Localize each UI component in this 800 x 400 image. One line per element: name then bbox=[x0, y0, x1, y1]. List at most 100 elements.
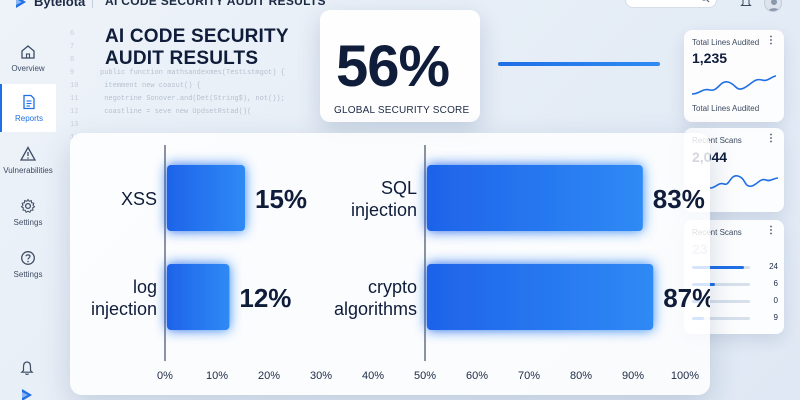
bar-sql-injection bbox=[427, 165, 643, 231]
avatar[interactable] bbox=[764, 0, 782, 12]
help-icon bbox=[21, 250, 35, 265]
vulnerability-bar-chart: 0% 10% 20% 30% 40% 50% 60% 70% 80% 90% 100% 15% XSS 1… bbox=[91, 145, 710, 382]
page-title-line-2: AUDIT RESULTS bbox=[105, 48, 259, 69]
warning-icon bbox=[20, 145, 36, 161]
card-title: Recent Scans bbox=[692, 136, 742, 145]
score-trend-line bbox=[498, 62, 660, 66]
bar-category-label: log bbox=[133, 277, 157, 297]
bar-log-injection bbox=[167, 264, 230, 330]
code-line: 7 bbox=[70, 41, 370, 54]
more-menu-icon[interactable]: ⋮ bbox=[766, 225, 776, 236]
x-tick-label: 100% bbox=[671, 370, 699, 382]
scan-count: 6 bbox=[773, 279, 778, 288]
bar-value-label: 87% bbox=[663, 283, 710, 313]
more-menu-icon[interactable]: ⋮ bbox=[766, 133, 776, 144]
x-tick-label: 90% bbox=[622, 370, 644, 382]
scan-count: 9 bbox=[773, 313, 778, 322]
brand-logo-icon bbox=[16, 0, 26, 8]
bell-icon[interactable] bbox=[740, 0, 752, 8]
x-tick-label: 50% bbox=[414, 370, 436, 382]
code-line: 13 bbox=[70, 119, 370, 132]
code-line: 11 negotrine Sonover.and(Det(String$), n… bbox=[70, 93, 370, 106]
code-line-text: itemment new coasut() { bbox=[100, 82, 201, 90]
code-line-number: 11 bbox=[70, 95, 79, 103]
search-icon bbox=[702, 0, 710, 3]
scan-progress-track bbox=[692, 300, 750, 303]
card-title: Total Lines Audited bbox=[692, 38, 760, 47]
scan-progress-track bbox=[692, 317, 750, 320]
sidebar-item-settings[interactable]: Settings bbox=[0, 188, 56, 236]
user-icon bbox=[768, 0, 780, 11]
bar-value-label: 15% bbox=[255, 184, 307, 214]
bar-crypto-algorithms bbox=[427, 264, 654, 330]
scan-row[interactable]: 24 bbox=[692, 262, 778, 272]
code-line: 9 public function mathsandexmes(TestLstmg… bbox=[70, 67, 370, 80]
sidebar-item-reports[interactable]: Reports bbox=[0, 84, 56, 132]
x-tick-label: 40% bbox=[362, 370, 384, 382]
scan-progress-fill bbox=[692, 266, 745, 269]
code-line-number: 6 bbox=[70, 30, 75, 38]
page-title-line-1: AI CODE SECURITY bbox=[105, 26, 289, 47]
code-line: 10 itemment new coasut() { bbox=[70, 80, 370, 93]
bar-xss bbox=[167, 165, 245, 231]
bar-category-label: injection bbox=[91, 299, 157, 319]
bar-category-label: crypto bbox=[368, 277, 417, 297]
code-line: 12 coastline = seve new UpdsetRstad()( bbox=[70, 106, 370, 119]
code-line: 8 bbox=[70, 54, 370, 67]
sidebar-item-label: Reports bbox=[14, 113, 43, 123]
topbar-divider bbox=[92, 0, 93, 8]
page-title: AI CODE SECURITY AUDIT RESULTS bbox=[105, 26, 315, 70]
search-input[interactable] bbox=[625, 0, 717, 8]
document-icon bbox=[23, 94, 35, 109]
bar-category-label: XSS bbox=[121, 189, 157, 209]
sidebar-item-label: Vulnerabilities bbox=[3, 165, 53, 175]
global-score-label: GLOBAL SECURITY SCORE bbox=[334, 105, 470, 116]
bar-value-label: 83% bbox=[653, 184, 705, 214]
code-line-number: 12 bbox=[70, 108, 79, 116]
vulnerability-chart-panel: 0% 10% 20% 30% 40% 50% 60% 70% 80% 90% 100% 15% XSS 1… bbox=[70, 133, 710, 395]
brand-logo-icon bbox=[22, 389, 32, 400]
code-line-number: 7 bbox=[70, 43, 75, 51]
card-title: Recent Scans bbox=[692, 228, 742, 237]
sidebar-item-label: Settings bbox=[13, 217, 43, 227]
total-lines-card[interactable]: Total Lines Audited ⋮ 1,235 Total Lines … bbox=[684, 30, 784, 122]
global-score-value: 56% bbox=[336, 34, 450, 99]
bar-category-label: SQL bbox=[381, 178, 417, 198]
code-line-text: public function mathsandexmes(TestLstmgo… bbox=[100, 69, 285, 77]
sidebar-item-label: Settings bbox=[13, 269, 43, 279]
sidebar-item-label: Overview bbox=[11, 63, 45, 73]
home-icon bbox=[21, 44, 35, 59]
card-value: 1,235 bbox=[692, 50, 728, 66]
global-score-card: 56% GLOBAL SECURITY SCORE bbox=[320, 10, 480, 122]
gear-icon bbox=[20, 198, 36, 213]
sparkline bbox=[692, 75, 776, 95]
x-tick-label: 70% bbox=[518, 370, 540, 382]
brand[interactable]: Bytelota bbox=[14, 0, 85, 9]
x-tick-label: 80% bbox=[570, 370, 592, 382]
x-tick-label: 10% bbox=[206, 370, 228, 382]
scan-progress-track bbox=[692, 283, 750, 286]
scan-count: 24 bbox=[769, 262, 778, 271]
sidebar-item-settings-help[interactable]: Settings bbox=[0, 240, 56, 288]
code-line-number: 8 bbox=[70, 56, 75, 64]
top-bar: Bytelota AI CODE SECURITY AUDIT RESULTS bbox=[0, 0, 800, 12]
sparkline bbox=[710, 175, 778, 189]
code-line: 6 bbox=[70, 28, 370, 41]
scan-count: 0 bbox=[773, 296, 778, 305]
more-menu-icon[interactable]: ⋮ bbox=[766, 35, 776, 46]
x-tick-label: 30% bbox=[310, 370, 332, 382]
sidebar-item-vulnerabilities[interactable]: Vulnerabilities bbox=[0, 136, 56, 184]
x-tick-label: 0% bbox=[157, 370, 173, 382]
code-line-text: negotrine Sonover.and(Det(String$), not(… bbox=[100, 95, 285, 103]
code-line-text: coastline = seve new UpdsetRstad()( bbox=[100, 108, 252, 116]
x-tick-label: 20% bbox=[258, 370, 280, 382]
code-line-number: 13 bbox=[70, 121, 79, 129]
x-tick-label: 60% bbox=[466, 370, 488, 382]
code-line-number: 9 bbox=[70, 69, 75, 77]
brand-name: Bytelota bbox=[34, 0, 86, 9]
app-title: AI CODE SECURITY AUDIT RESULTS bbox=[105, 0, 326, 8]
card-footer: Total Lines Audited bbox=[692, 104, 760, 113]
notification-bell-icon[interactable] bbox=[19, 360, 35, 376]
sidebar: Overview Reports Vulnerabilities Setting… bbox=[0, 26, 56, 400]
sidebar-item-overview[interactable]: Overview bbox=[0, 34, 56, 82]
